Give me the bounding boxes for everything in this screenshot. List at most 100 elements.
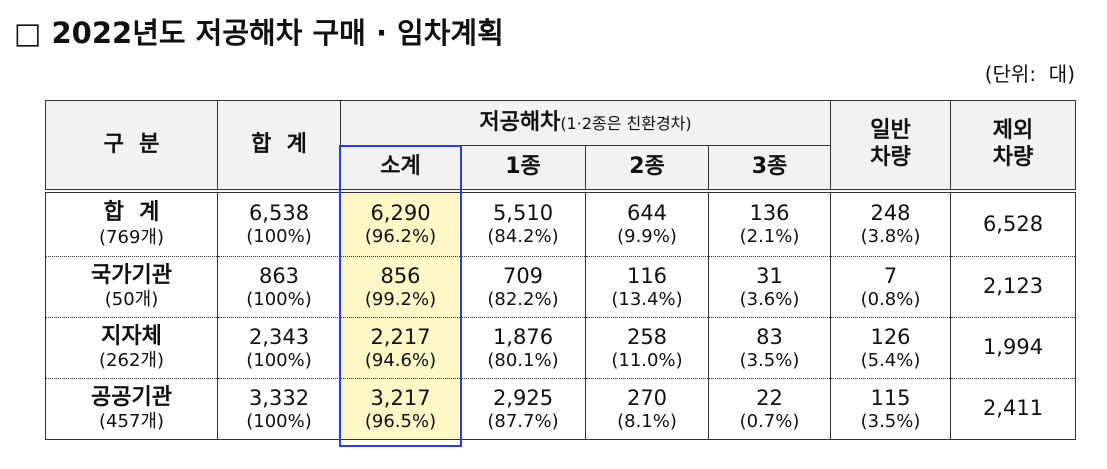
value: 2,925	[492, 385, 554, 410]
value: 126	[870, 324, 911, 349]
header-cell: 2종	[585, 145, 709, 191]
percent: (3.5%)	[739, 349, 800, 371]
value: 3,332	[248, 385, 310, 410]
value-cell: 2,925 (87.7%)	[460, 378, 586, 440]
percent: (5.4%)	[860, 349, 921, 371]
value: 258	[626, 324, 668, 349]
value-cell: 31 (3.6%)	[708, 256, 831, 318]
row-count: (457개)	[99, 411, 164, 433]
header-cell: 저공해차(1·2종은 친환경차)	[340, 100, 831, 146]
value: 6,538	[248, 200, 310, 225]
value: 1,876	[492, 324, 554, 349]
percent: (100%)	[246, 288, 312, 310]
value-cell: 116 (13.4%)	[585, 256, 709, 318]
percent: (13.4%)	[611, 288, 683, 310]
value-cell: 856 (99.2%)	[340, 256, 461, 318]
plan-table: 구 분 합 계 저공해차(1·2종은 친환경차) 일반 차량 제외 차량 소계 1종…	[45, 100, 1076, 440]
value-cell: 248 (3.8%)	[830, 188, 951, 257]
percent: (2.1%)	[739, 226, 800, 248]
percent: (3.6%)	[739, 288, 800, 310]
row-header: 합 계 (769개)	[45, 188, 218, 257]
table-row: 합 계 (769개) 6,538 (100%) 6,290 (96.2%) 5,510 (84…	[45, 188, 1076, 257]
header-note: (1·2종은 친환경차)	[560, 113, 692, 133]
header-cell: 1종	[460, 145, 586, 191]
value-cell: 6,538 (100%)	[217, 188, 341, 257]
value-cell: 2,217 (94.6%)	[340, 317, 461, 379]
row-name: 합 계	[103, 200, 160, 226]
value: 2,343	[248, 324, 310, 349]
row-name: 지자체	[101, 324, 162, 349]
percent: (84.2%)	[487, 226, 559, 248]
header-cell: 합 계	[217, 100, 341, 191]
value-cell: 136 (2.1%)	[708, 188, 831, 257]
percent: (96.2%)	[364, 226, 437, 248]
percent: (99.2%)	[364, 288, 437, 310]
value-cell: 2,343 (100%)	[217, 317, 341, 379]
header-line: 제외	[992, 118, 1034, 144]
percent: (94.6%)	[364, 349, 437, 371]
percent: (0.7%)	[739, 410, 800, 432]
value: 856	[380, 263, 421, 288]
header-cell: 3종	[708, 145, 831, 191]
percent: (100%)	[246, 410, 312, 432]
value-cell: 644 (9.9%)	[585, 188, 709, 257]
row-count: (262개)	[99, 350, 164, 372]
value: 83	[756, 324, 783, 349]
row-count: (50개)	[104, 289, 159, 311]
row-name: 공공기관	[91, 385, 172, 410]
header-cell: 소계	[340, 145, 461, 191]
value-cell: 270 (8.1%)	[585, 378, 709, 440]
percent: (8.1%)	[617, 410, 677, 432]
table-row: 지자체 (262개) 2,343 (100%) 2,217 (94.6%) 1,876 (80…	[45, 317, 1076, 379]
value: 116	[626, 263, 668, 288]
value-cell: 22 (0.7%)	[708, 378, 831, 440]
value: 270	[626, 385, 668, 410]
percent: (9.9%)	[617, 226, 677, 248]
row-name: 국가기관	[91, 263, 172, 288]
value: 2,217	[370, 324, 431, 349]
value: 7	[883, 263, 898, 288]
header-line: 차량	[992, 144, 1034, 170]
value: 3,217	[370, 385, 431, 410]
table-row: 공공기관 (457개) 3,332 (100%) 3,217 (96.5%) 2,925 (8…	[45, 378, 1076, 440]
value-cell: 3,217 (96.5%)	[340, 378, 461, 440]
percent: (100%)	[246, 226, 312, 248]
value: 22	[756, 385, 783, 410]
value-cell: 5,510 (84.2%)	[460, 188, 586, 257]
percent: (87.7%)	[487, 410, 559, 432]
value-cell: 2,123	[950, 256, 1076, 318]
value-cell: 83 (3.5%)	[708, 317, 831, 379]
value-cell: 126 (5.4%)	[830, 317, 951, 379]
value: 136	[749, 200, 790, 225]
row-count: (769개)	[99, 226, 164, 248]
header-cell: 일반 차량	[830, 100, 951, 191]
row-header: 국가기관 (50개)	[45, 256, 218, 318]
percent: (3.8%)	[860, 226, 921, 248]
value-cell: 709 (82.2%)	[460, 256, 586, 318]
value-cell: 1,994	[950, 317, 1076, 379]
value: 248	[870, 200, 911, 225]
row-header: 공공기관 (457개)	[45, 378, 218, 440]
value-cell: 6,528	[950, 188, 1076, 257]
header-text: 저공해차	[479, 109, 561, 135]
row-header: 지자체 (262개)	[45, 317, 218, 379]
value: 709	[502, 263, 544, 288]
percent: (82.2%)	[487, 288, 559, 310]
value-cell: 258 (11.0%)	[585, 317, 709, 379]
percent: (100%)	[246, 349, 312, 371]
value-cell: 3,332 (100%)	[217, 378, 341, 440]
value: 31	[756, 263, 783, 288]
percent: (3.5%)	[860, 410, 921, 432]
value-cell: 863 (100%)	[217, 256, 341, 318]
value: 115	[870, 385, 911, 410]
unit-label: (단위: 대)	[984, 62, 1075, 86]
value-cell: 115 (3.5%)	[830, 378, 951, 440]
value: 644	[626, 200, 668, 225]
percent: (0.8%)	[860, 288, 921, 310]
value: 863	[258, 263, 300, 288]
value-cell: 6,290 (96.2%)	[340, 188, 461, 257]
percent: (96.5%)	[364, 410, 437, 432]
value: 6,290	[370, 200, 431, 225]
header-cell: 제외 차량	[950, 100, 1076, 191]
